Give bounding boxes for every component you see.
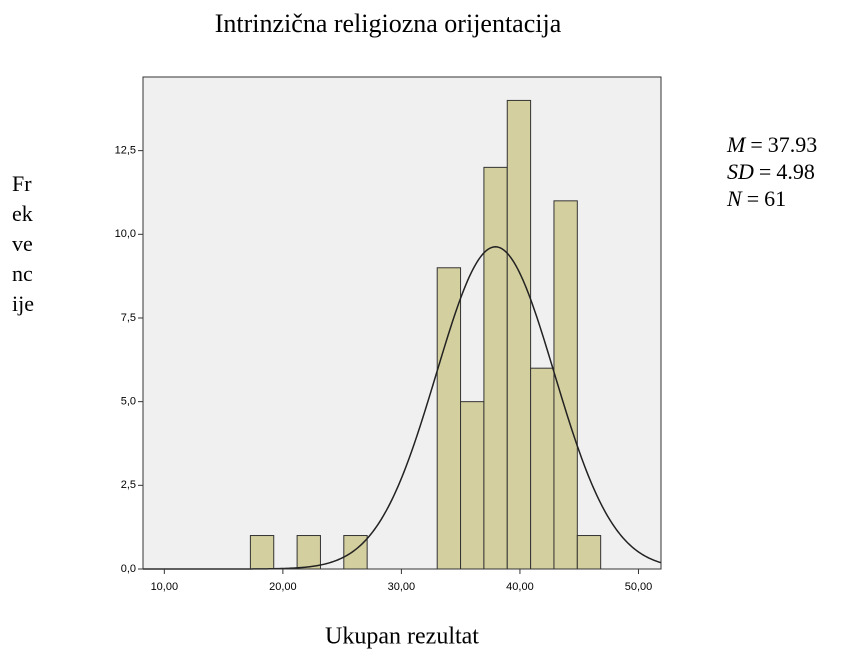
chart-title: Intrinzična religiozna orijentacija (215, 9, 562, 38)
stat-symbol: M (726, 132, 747, 157)
stat-equals: = (747, 186, 759, 211)
stat-annotation: N = 61 (726, 186, 786, 211)
stat-symbol: N (726, 186, 743, 211)
x-tick-label: 20,00 (269, 581, 297, 593)
y-axis-label: ve (12, 231, 33, 256)
stat-annotation: M = 37.93 (726, 132, 817, 157)
plot-frame (142, 76, 662, 570)
y-tick-label: 2,5 (121, 479, 136, 491)
bar (296, 535, 321, 570)
y-tick-label: 5,0 (121, 396, 136, 408)
stat-value: 37.93 (768, 132, 818, 157)
bar (436, 267, 462, 570)
x-tick-label: 40,00 (506, 581, 534, 593)
y-axis-label: Fr (12, 171, 32, 196)
y-axis-label: nc (12, 261, 33, 286)
x-tick-label: 30,00 (388, 581, 416, 593)
stat-value: 4.98 (776, 159, 815, 184)
bar (249, 535, 275, 570)
x-tick-label: 50,00 (625, 581, 653, 593)
stat-value: 61 (764, 186, 786, 211)
stat-equals: = (759, 159, 771, 184)
bar (483, 166, 508, 570)
y-tick-label: 7,5 (121, 312, 136, 324)
bar (460, 401, 485, 570)
y-tick-label: 10,0 (115, 228, 136, 240)
y-tick-label: 12,5 (115, 145, 136, 157)
y-axis-label: ek (12, 201, 33, 226)
bar (530, 367, 555, 570)
bar (576, 535, 602, 570)
bar (343, 535, 368, 570)
y-tick-label: 0,0 (121, 563, 136, 575)
x-tick-label: 10,00 (151, 581, 179, 593)
stat-annotation: SD = 4.98 (727, 159, 815, 184)
plot-area (143, 77, 661, 569)
bar (506, 99, 532, 570)
stat-equals: = (750, 132, 762, 157)
y-axis-label: ije (12, 291, 34, 316)
stat-symbol: SD (727, 159, 754, 184)
x-axis-label: Ukupan rezultat (325, 624, 479, 650)
